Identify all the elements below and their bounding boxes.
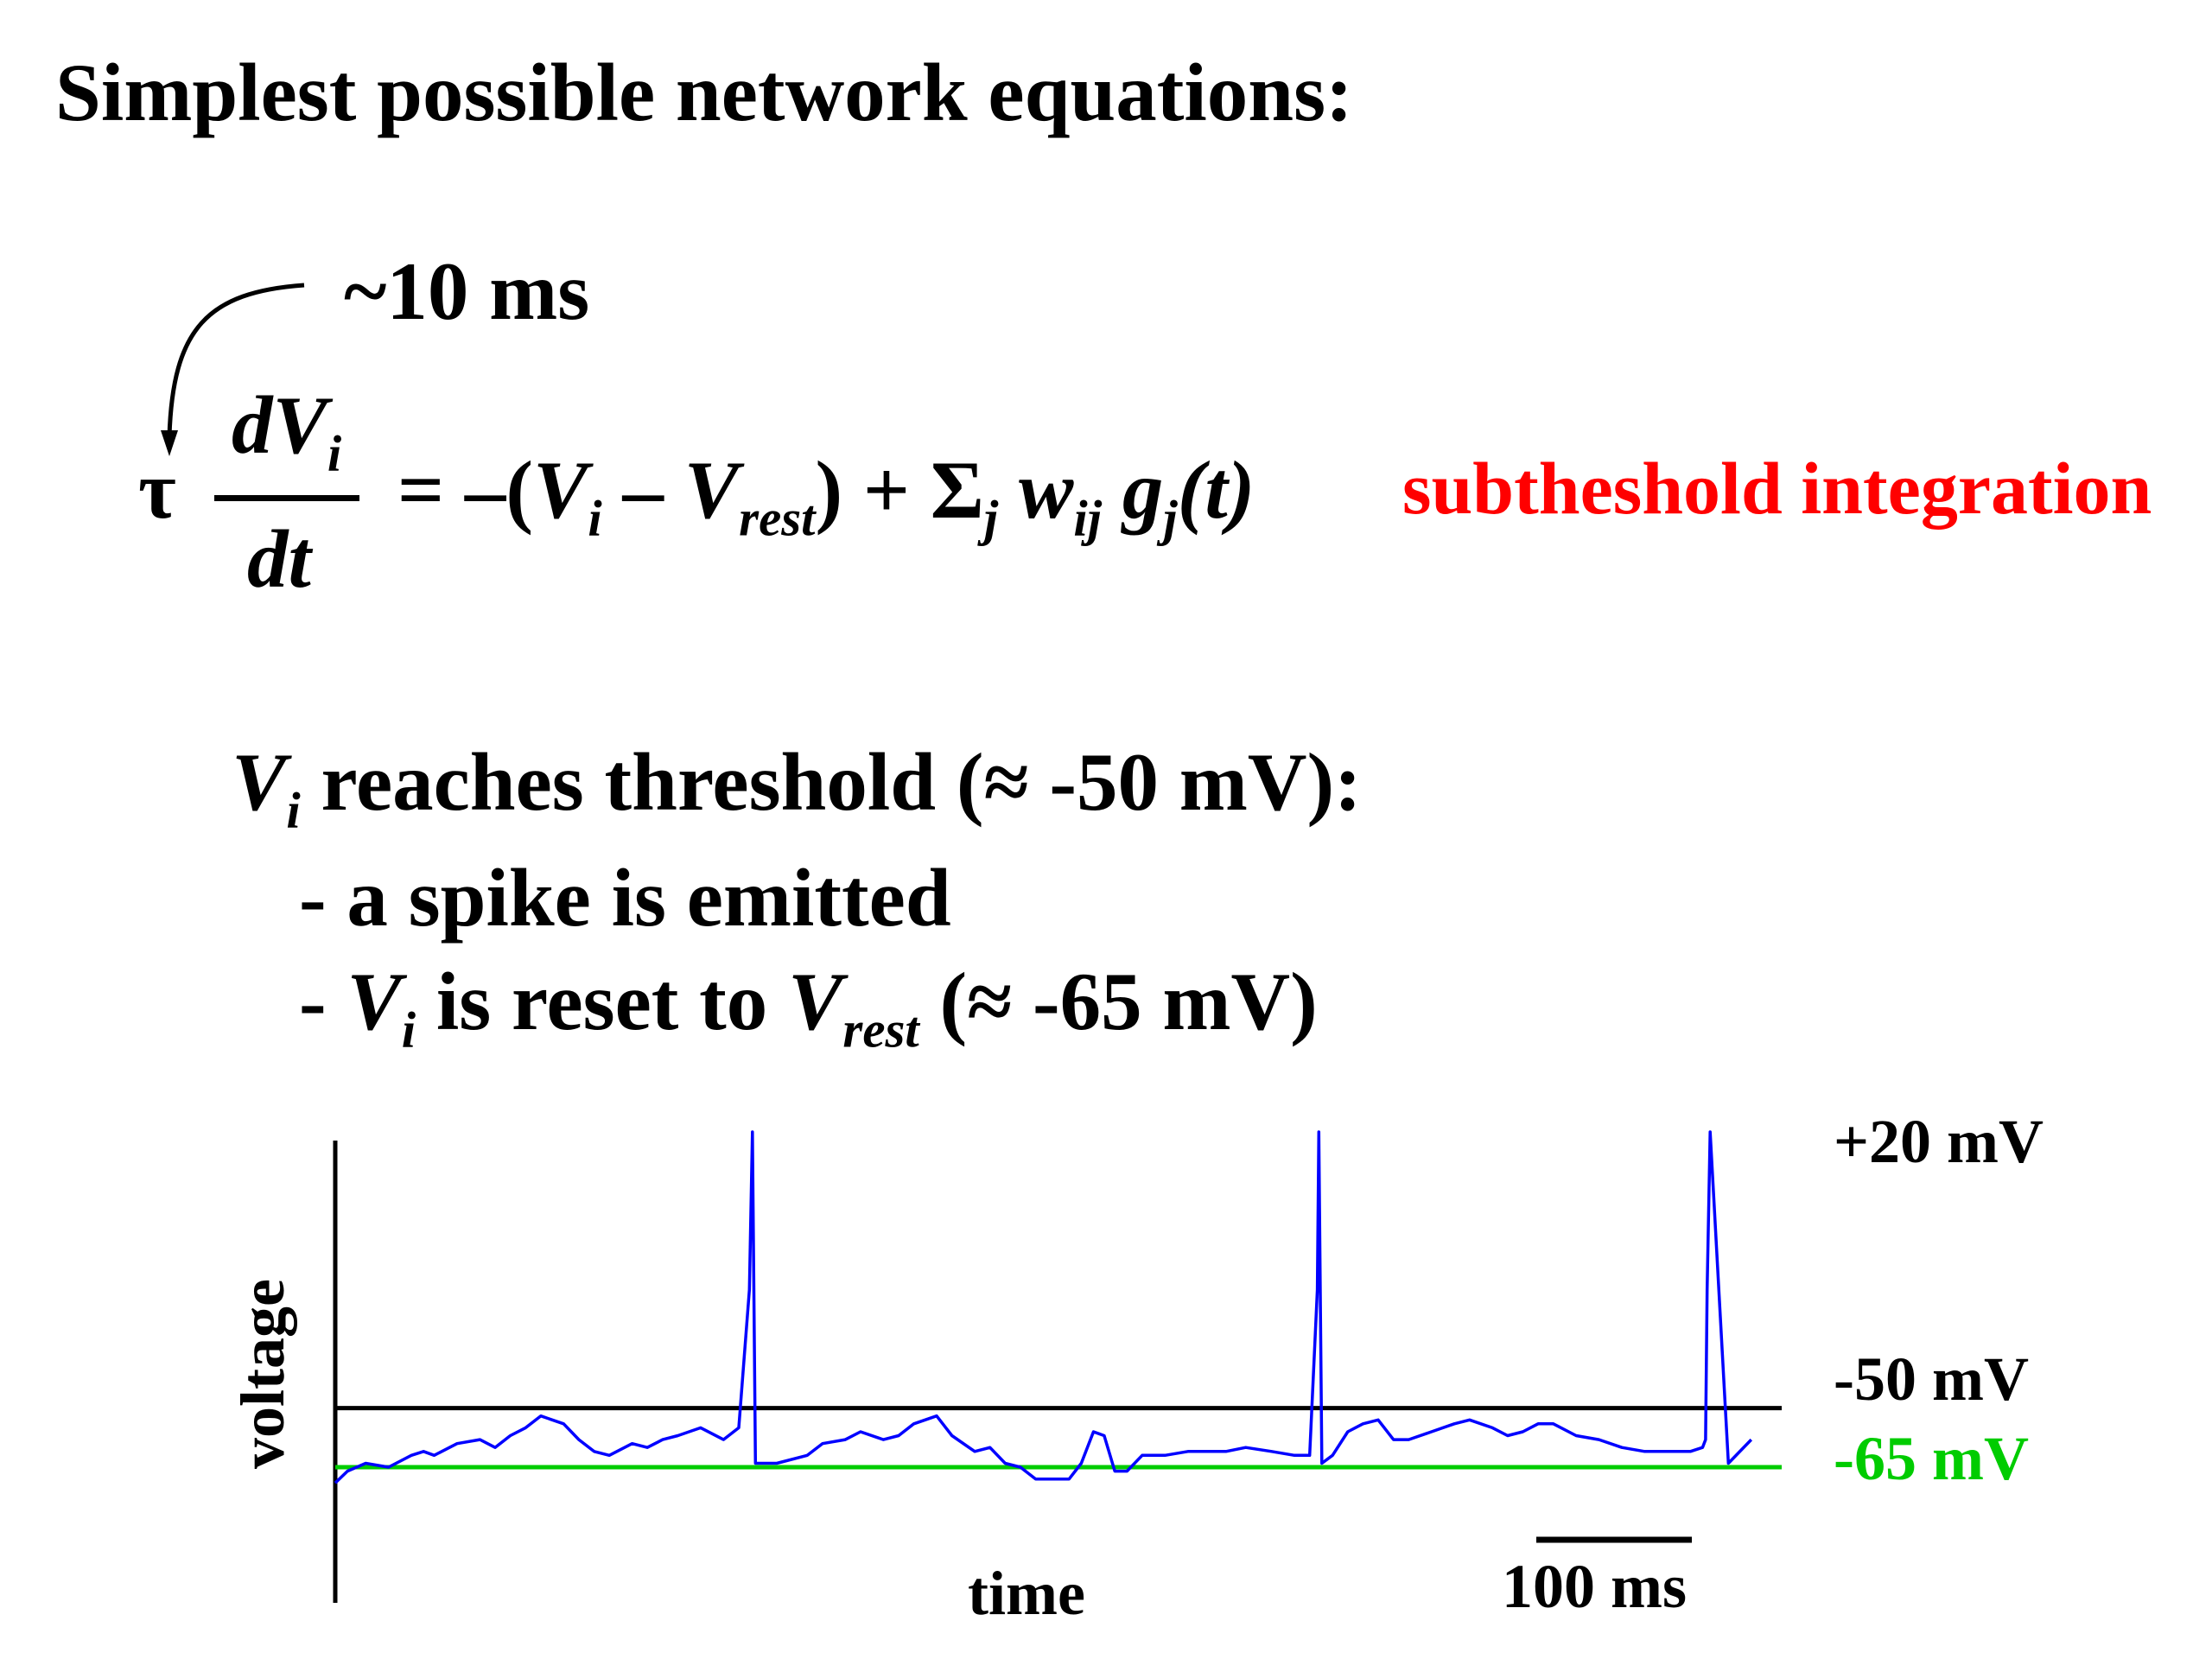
- rest-level-label: -65 mV: [1834, 1424, 2029, 1493]
- bullet-spike: - a spike is emitted: [299, 852, 951, 944]
- fraction-denominator: dt: [247, 513, 311, 605]
- derivative-fraction: dVi dt: [214, 379, 365, 601]
- y-axis-label: voltage: [228, 1279, 297, 1469]
- scale-bar-label: 100 ms: [1502, 1552, 1687, 1621]
- bullet-reset: - Vi is reset to Vrest (≈ -65 mV): [299, 956, 1318, 1058]
- threshold-condition: Vi reaches threshold (≈ -50 mV):: [232, 736, 1362, 839]
- equation-label: subtheshold integration: [1402, 447, 2152, 530]
- peak-level-label: +20 mV: [1834, 1107, 2044, 1176]
- equation-rhs: = –(Vi – Vrest) + Σj wij gj(t): [397, 444, 1255, 547]
- fraction-bar: [214, 495, 359, 501]
- tau-symbol: τ: [138, 444, 176, 536]
- threshold-level-label: -50 mV: [1834, 1344, 2029, 1414]
- page-title: Simplest possible network equations:: [55, 47, 1353, 138]
- tau-time-constant: ~10 ms: [344, 245, 590, 337]
- voltage-trace-line: [334, 1130, 1753, 1484]
- fraction-numerator: dVi: [232, 379, 342, 482]
- x-axis-label: time: [968, 1559, 1085, 1628]
